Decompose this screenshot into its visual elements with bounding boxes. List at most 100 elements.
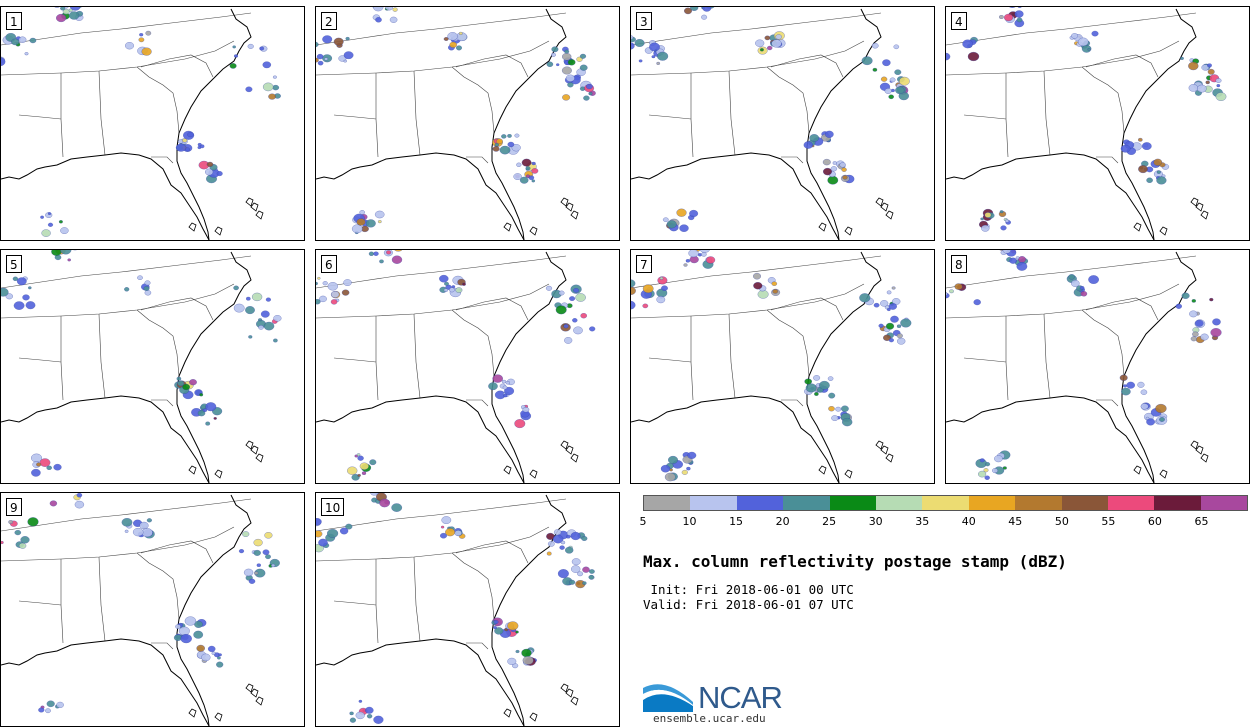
- reflectivity-echo: [54, 7, 60, 8]
- island-outline: [565, 688, 574, 698]
- reflectivity-echo: [273, 338, 278, 343]
- state-border: [1081, 309, 1125, 377]
- coastline: [491, 8, 567, 240]
- reflectivity-echo: [60, 250, 72, 255]
- reflectivity-echo: [895, 86, 905, 95]
- reflectivity-echo: [559, 545, 565, 550]
- reflectivity-echo: [316, 41, 319, 48]
- colorbar-tick-label: 65: [1194, 515, 1209, 528]
- reflectivity-echo: [40, 215, 44, 219]
- member-panel-3: 3: [630, 6, 935, 241]
- reflectivity-echo: [660, 464, 671, 473]
- member-number-label: 6: [321, 255, 337, 273]
- reflectivity-echo: [570, 531, 581, 541]
- reflectivity-echo: [258, 325, 264, 330]
- state-border: [151, 399, 174, 407]
- colorbar-tick-label: 55: [1101, 515, 1116, 528]
- reflectivity-echo: [53, 463, 62, 471]
- colorbar-tick-label: 15: [729, 515, 744, 528]
- reflectivity-echo: [1155, 403, 1167, 414]
- reflectivity-echo: [47, 222, 54, 227]
- state-border: [1081, 66, 1125, 134]
- state-border: [451, 552, 495, 620]
- reflectivity-echo: [60, 7, 66, 11]
- reflectivity-echo: [1016, 17, 1023, 23]
- reflectivity-echo: [575, 293, 586, 302]
- coastline: [491, 494, 567, 726]
- reflectivity-echo: [318, 538, 328, 547]
- reflectivity-echo: [211, 651, 216, 655]
- state-border: [455, 540, 529, 564]
- reflectivity-echo: [1153, 158, 1163, 166]
- state-border: [98, 70, 106, 156]
- reflectivity-echo: [973, 299, 981, 306]
- state-border: [1005, 316, 1009, 401]
- reflectivity-echo: [316, 518, 322, 526]
- coastline: [806, 8, 882, 240]
- reflectivity-echo: [369, 459, 377, 466]
- island-outline: [885, 453, 894, 463]
- reflectivity-echo: [74, 500, 85, 509]
- reflectivity-echo: [979, 458, 985, 463]
- state-border: [413, 70, 421, 156]
- reflectivity-echo: [233, 54, 239, 58]
- reflectivity-echo: [702, 7, 712, 12]
- reflectivity-echo: [759, 48, 764, 52]
- reflectivity-echo: [316, 281, 318, 286]
- reflectivity-echo: [46, 465, 52, 470]
- state-border: [316, 498, 567, 532]
- member-number-label: 10: [321, 498, 345, 516]
- reflectivity-echo: [496, 138, 503, 145]
- reflectivity-echo: [1140, 389, 1148, 395]
- reflectivity-echo: [892, 298, 901, 305]
- reflectivity-echo: [251, 292, 263, 302]
- reflectivity-echo: [443, 288, 449, 292]
- member-panel-8: 8: [945, 249, 1250, 484]
- coastline: [316, 152, 525, 240]
- island-outline: [1133, 465, 1142, 475]
- reflectivity-echo: [324, 57, 329, 61]
- reflectivity-echo: [954, 283, 963, 290]
- reflectivity-echo: [345, 36, 350, 41]
- state-border: [18, 357, 62, 363]
- reflectivity-echo: [265, 554, 271, 560]
- reflectivity-echo: [819, 380, 830, 390]
- reflectivity-echo: [690, 7, 699, 11]
- reflectivity-echo: [245, 306, 255, 315]
- reflectivity-echo: [1120, 144, 1131, 153]
- reflectivity-echo: [557, 569, 569, 579]
- reflectivity-map: [1, 250, 282, 483]
- reflectivity-echo: [180, 634, 192, 644]
- reflectivity-echo: [144, 280, 151, 286]
- reflectivity-echo: [521, 648, 532, 658]
- reflectivity-echo: [327, 282, 338, 291]
- reflectivity-echo: [246, 296, 251, 301]
- reflectivity-echo: [145, 30, 152, 36]
- member-number-label: 5: [6, 255, 22, 273]
- reflectivity-echo: [68, 8, 73, 12]
- state-border: [60, 316, 64, 401]
- reflectivity-echo: [551, 52, 556, 57]
- reflectivity-echo: [980, 217, 984, 221]
- reflectivity-echo: [685, 259, 691, 263]
- reflectivity-echo: [245, 86, 253, 93]
- reflectivity-echo: [582, 581, 587, 585]
- coastline: [176, 494, 252, 726]
- reflectivity-echo: [39, 458, 51, 467]
- reflectivity-echo: [273, 315, 282, 322]
- reflectivity-echo: [886, 290, 892, 295]
- reflectivity-echo: [139, 521, 149, 530]
- reflectivity-echo: [357, 473, 361, 477]
- reflectivity-echo: [569, 296, 576, 301]
- reflectivity-echo: [262, 549, 270, 555]
- colorbar-bin: [644, 496, 691, 510]
- reflectivity-echo: [839, 162, 846, 168]
- ncar-logo: [643, 684, 693, 712]
- reflectivity-echo: [567, 59, 576, 66]
- island-outline: [875, 197, 884, 207]
- reflectivity-echo: [999, 210, 1004, 214]
- reflectivity-echo: [946, 52, 951, 61]
- island-outline: [570, 453, 579, 463]
- reflectivity-echo: [586, 83, 593, 90]
- reflectivity-echo: [871, 42, 879, 49]
